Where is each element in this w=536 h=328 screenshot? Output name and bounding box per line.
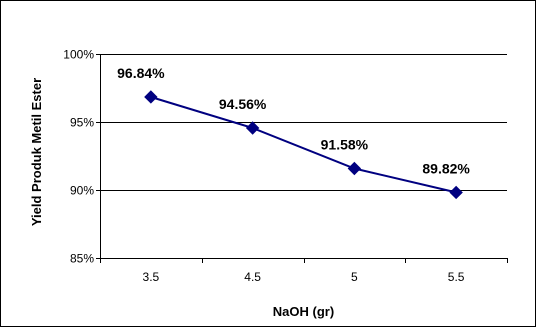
y-tick-label: 90% bbox=[70, 184, 94, 198]
data-point-marker bbox=[245, 121, 260, 135]
y-tick-label: 85% bbox=[70, 252, 94, 266]
x-tick-label: 5 bbox=[351, 270, 358, 284]
data-labels: 96.84% 94.56% 91.58% 89.82% bbox=[117, 65, 470, 176]
x-axis-title: NaOH (gr) bbox=[273, 304, 334, 319]
x-tick-label: 3.5 bbox=[143, 270, 160, 284]
data-label: 94.56% bbox=[219, 96, 267, 112]
y-axis-title: Yield Produk Metil Ester bbox=[29, 78, 44, 226]
series-layer bbox=[144, 90, 463, 200]
plot-background bbox=[100, 54, 507, 258]
x-tick-labels: 3.5 4.5 5 5.5 bbox=[100, 258, 508, 284]
plot-area: 85% 90% 95% 100% 3.5 4.5 5 5.5 96.84% 94.56% 91.… bbox=[63, 48, 508, 284]
data-point-marker bbox=[144, 90, 158, 104]
y-tick-label: 95% bbox=[70, 116, 94, 130]
x-tick-label: 5.5 bbox=[448, 270, 465, 284]
data-label: 89.82% bbox=[422, 160, 470, 176]
data-label: 96.84% bbox=[117, 65, 165, 81]
data-label: 91.58% bbox=[321, 137, 369, 153]
gridlines bbox=[100, 54, 507, 191]
x-tick-label: 4.5 bbox=[244, 270, 261, 284]
axes bbox=[100, 54, 507, 259]
series-line bbox=[150, 96, 457, 194]
y-tick-labels: 85% 90% 95% 100% bbox=[63, 48, 100, 266]
data-point-marker bbox=[449, 185, 463, 200]
y-tick-label: 100% bbox=[63, 48, 94, 62]
data-point-marker bbox=[347, 161, 362, 176]
